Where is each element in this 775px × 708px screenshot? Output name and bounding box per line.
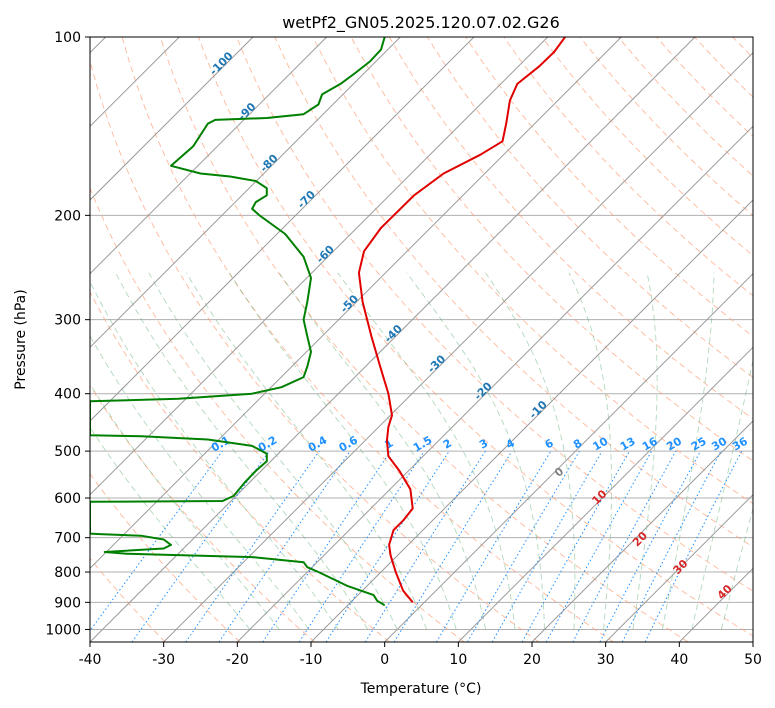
mixing-ratio-line: [325, 450, 450, 642]
mixing-ratio-line: [218, 450, 351, 642]
moist-adiabat-line: [90, 426, 251, 630]
y-tick-label: 200: [54, 208, 81, 224]
moist-adiabat-line: [228, 272, 457, 630]
y-tick-label: 800: [54, 565, 81, 581]
x-tick-label: 10: [449, 652, 467, 668]
moist-adiabat-line: [568, 272, 613, 630]
y-tick-label: 900: [54, 595, 81, 611]
isotherm-line: [236, 125, 753, 642]
dry-adiabat-line: [90, 384, 315, 642]
mixing-ratio-line: [185, 450, 320, 642]
plot-frame: [89, 36, 754, 643]
isotherm-line: [90, 37, 328, 275]
dry-adiabat-line: [236, 37, 753, 592]
mixing-ratio-line: [262, 450, 392, 642]
moist-adiabat-line: [720, 506, 753, 630]
moist-adiabat-line: [632, 272, 658, 630]
dry-adiabat-line: [90, 473, 241, 642]
mixing-ratio-line: [521, 450, 630, 642]
isotherm-line: [457, 346, 753, 642]
x-tick-label: -30: [152, 652, 175, 668]
isotherm-line: [384, 272, 753, 642]
x-tick-label: 30: [597, 652, 615, 668]
moist-adiabat-line: [661, 272, 715, 630]
moist-adiabat-line: [278, 272, 487, 630]
y-tick-label: 500: [54, 444, 81, 460]
isotherm-line: [163, 51, 753, 642]
y-axis-ticks: 100 200 300 400 500 600 700 800 900 1000: [45, 30, 90, 638]
isotherm-line: [90, 37, 254, 201]
dry-adiabat-line: [427, 37, 753, 378]
y-tick-label: 1000: [45, 622, 81, 638]
pressure-grid: [90, 37, 753, 630]
isotherm-line: [90, 37, 549, 496]
skewed-isotherms: [90, 37, 753, 642]
mixing-ratio-line: [90, 450, 223, 632]
moist-adiabat-line: [115, 272, 369, 630]
moist-adiabats: [90, 272, 753, 630]
y-tick-label: 400: [54, 387, 81, 403]
dry-adiabat-line: [90, 186, 465, 642]
moist-adiabat-line: [90, 280, 339, 630]
dry-adiabat-line: [90, 291, 390, 642]
isotherm-line: [90, 37, 622, 570]
mixing-ratio-line: [393, 450, 513, 642]
moist-adiabat-line: [485, 272, 576, 630]
moist-adiabat-line: [186, 272, 428, 630]
x-axis-ticks: -40 -30 -20 -10 0 10 20 30 40 50: [79, 642, 762, 668]
moist-adiabat-line: [691, 358, 753, 630]
dry-adiabat-line: [465, 37, 753, 337]
dry-adiabat-line: [503, 37, 753, 297]
y-tick-label: 300: [54, 313, 81, 329]
mixing-ratio-lines: [90, 450, 743, 642]
x-tick-label: 20: [523, 652, 541, 668]
x-axis-title: Temperature (°C): [360, 681, 482, 697]
y-axis-title: Pressure (hPa): [13, 289, 29, 389]
y-tick-label: 100: [54, 30, 81, 46]
x-tick-label: -20: [226, 652, 249, 668]
dry-adiabat-line: [121, 37, 614, 642]
plot-area: -100-90-80-70-60-50-40-30-20-100.1 0.2 0.4…: [90, 37, 753, 642]
moist-adiabat-line: [337, 272, 516, 630]
x-tick-label: -40: [79, 652, 102, 668]
dry-adiabat-line: [159, 37, 689, 642]
y-tick-label: 700: [54, 531, 81, 547]
temperature-profile-line: [357, 37, 566, 603]
mixing-ratio-line: [572, 450, 677, 642]
dry-adiabat-line: [90, 59, 540, 642]
mixing-ratio-line: [644, 450, 743, 642]
x-tick-label: -10: [300, 652, 323, 668]
mixing-ratio-line: [298, 450, 425, 642]
isotherm-line: [90, 37, 401, 349]
mixing-ratio-line: [131, 450, 270, 642]
chart-title: wetPf2_GN05.2025.120.07.02.G26: [282, 13, 560, 33]
dry-adiabat-line: [312, 37, 753, 505]
moist-adiabat-line: [90, 334, 310, 630]
isotherm-line: [90, 37, 696, 642]
isotherm-line: [531, 420, 753, 642]
dry-adiabat-line: [350, 37, 753, 462]
profile-series: [90, 37, 566, 607]
mixing-ratio-line: [545, 450, 653, 642]
dry-adiabat-line: [274, 37, 753, 548]
moist-adiabat-line: [90, 383, 280, 630]
isotherm-line: [90, 37, 475, 422]
isotherm-line: [310, 199, 753, 642]
dewpoint-profile-line: [90, 37, 386, 607]
isotherm-line: [605, 493, 753, 642]
x-tick-label: 0: [380, 652, 389, 668]
moist-adiabat-line: [148, 272, 398, 630]
dry-adiabat-line: [388, 37, 753, 420]
y-tick-label: 600: [54, 491, 81, 507]
moist-adiabat-line: [406, 272, 546, 630]
x-tick-label: 50: [744, 652, 762, 668]
x-tick-label: 40: [670, 652, 688, 668]
